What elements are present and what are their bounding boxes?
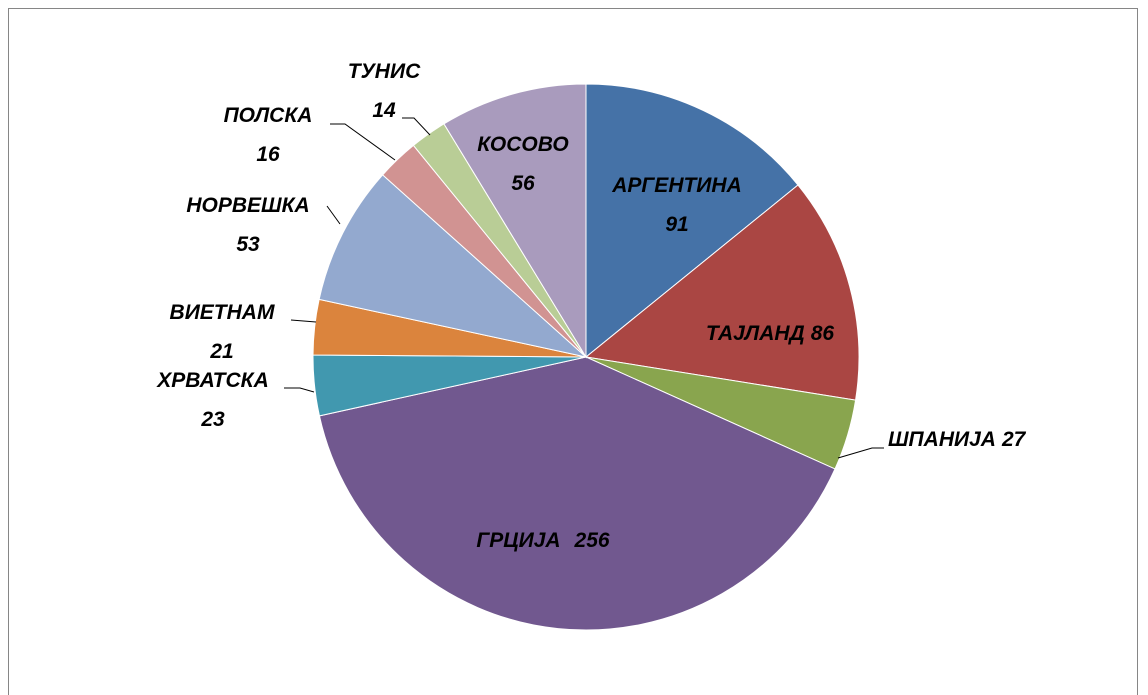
category-label: КОСОВО [477, 133, 568, 156]
pie-slice [585, 83, 799, 359]
pie-slice [318, 356, 836, 631]
value-label: 53 [236, 233, 260, 256]
category-label: ВИЕТНАМ [170, 301, 275, 324]
data-label: ХРВАТСКА 23 [156, 369, 269, 431]
leader-line [326, 205, 341, 225]
data-label: КОСОВО 56 [477, 133, 568, 195]
data-label: ШПАНИЈА 27 [888, 428, 1027, 451]
pie-slice [443, 83, 587, 359]
data-label: ТАЈЛАНД 86 [706, 322, 834, 345]
category-label: ПОЛСКА [224, 104, 313, 127]
leader-line [330, 123, 396, 161]
value-label: 27 [1001, 428, 1027, 451]
value-label: 91 [665, 213, 688, 236]
leader-line [402, 117, 431, 136]
category-label: АРГЕНТИНА [611, 174, 742, 197]
value-label: 21 [209, 340, 233, 363]
data-label: ВИЕТНАМ 21 [170, 301, 275, 363]
data-label: ГРЦИЈА 256 [476, 529, 610, 552]
value-label: 14 [372, 99, 396, 122]
value-label: 56 [511, 172, 535, 195]
leader-line [290, 319, 317, 323]
value-label: 16 [256, 143, 280, 166]
data-label: ТУНИС 14 [348, 60, 421, 122]
leader-line [837, 447, 884, 459]
value-label: 23 [200, 408, 225, 431]
category-label: ГРЦИЈА [476, 529, 560, 552]
value-label: 256 [574, 529, 610, 552]
category-label: ТУНИС [348, 60, 421, 83]
data-label: АРГЕНТИНА 91 [611, 174, 742, 236]
category-label: ТАЈЛАНД [706, 322, 805, 345]
leader-line [284, 387, 315, 393]
data-label: НОРВЕШКА 53 [186, 194, 309, 256]
pie-slice [318, 174, 588, 358]
value-label: 86 [811, 322, 835, 345]
data-label: ПОЛСКА 16 [224, 104, 313, 166]
category-label: ХРВАТСКА [156, 369, 269, 392]
category-label: ШПАНИЈА [888, 428, 996, 451]
category-label: НОРВЕШКА [186, 194, 309, 217]
pie-slice [584, 184, 860, 401]
